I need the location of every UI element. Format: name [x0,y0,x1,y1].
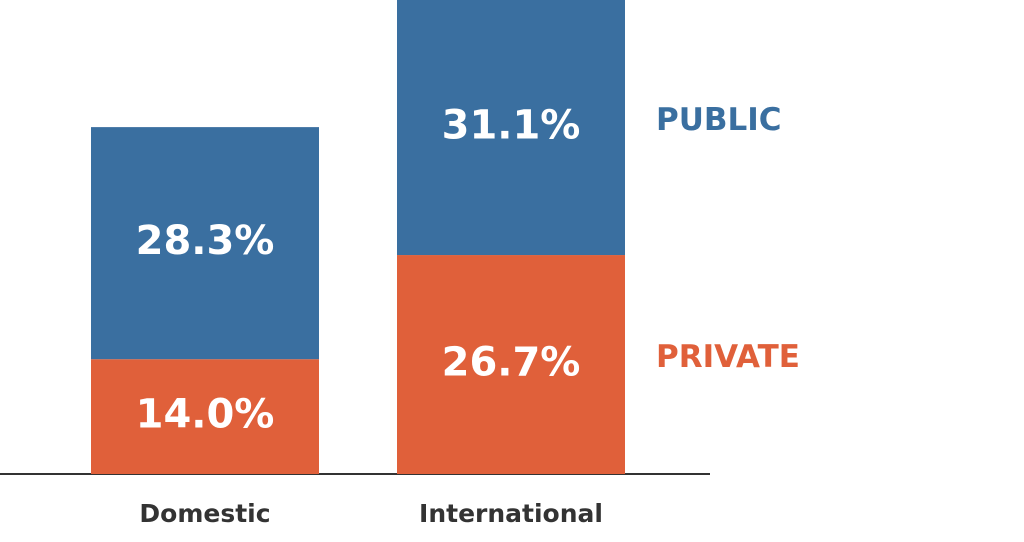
bar-segment [397,255,625,474]
value-label: 14.0% [136,392,275,438]
x-tick-label: International [419,499,603,528]
bar-segment [397,0,625,256]
value-label: 28.3% [136,218,275,264]
legend-label: PUBLIC [656,102,782,138]
bar-segment [91,359,319,474]
bar-segment [91,127,319,360]
value-label: 26.7% [442,340,581,386]
x-tick-label: Domestic [139,499,270,528]
value-label: 31.1% [442,103,581,149]
legend-label: PRIVATE [656,339,800,375]
